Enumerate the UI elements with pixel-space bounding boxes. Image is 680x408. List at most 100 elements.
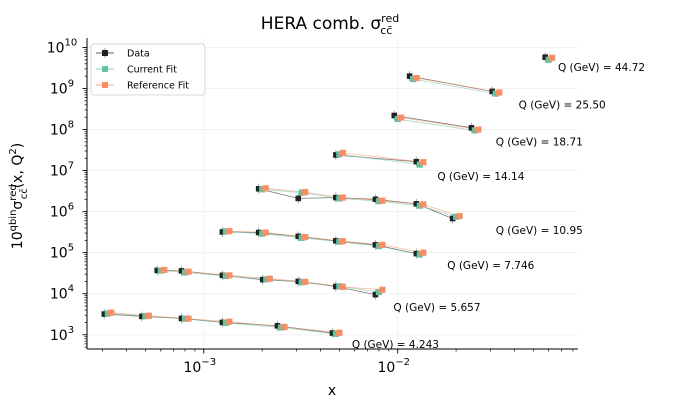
marker-reference [420,249,427,256]
marker-data [295,278,302,285]
marker-current [222,228,229,235]
y-tick-label: 1010 [47,37,78,56]
marker-reference [549,54,556,61]
chart-title: HERA comb. σred cc̄ [261,12,399,37]
marker-current [471,127,479,134]
marker-reference [339,238,346,245]
marker-data [333,237,339,244]
series-line-data [222,231,417,254]
plot-area: Q (GeV) = 4.243 Q (GeV) = 5.657 Q (GeV) = … [87,38,645,351]
marker-data [468,125,475,131]
marker-reference [281,323,288,331]
marker-reference [420,159,427,166]
marker-current [545,56,552,63]
marker-current [416,161,423,168]
marker-data [154,267,161,274]
marker-reference [420,201,427,208]
grid [87,38,578,349]
marker-reference [185,315,192,322]
marker-data [295,233,302,240]
marker-current [259,186,266,193]
marker-data [178,315,185,322]
marker-current [298,189,305,196]
series-line-data [394,115,472,129]
y-ticks: 103 104 105 106 107 108 109 1010 [47,37,87,348]
legend-marker-2 [102,82,108,88]
legend-frame [90,43,206,96]
marker-data [178,268,185,274]
legend-marker-1 [102,66,108,72]
series-line-reference [342,152,424,163]
marker-reference [185,268,192,275]
marker-data [255,229,262,236]
marker-current [453,213,460,220]
marker-current [336,151,343,158]
series-line-current [339,153,420,165]
y-tick-label: 108 [50,120,74,139]
marker-reference [302,188,309,196]
marker-reference [262,185,269,192]
bin-label: Q (GeV) = 14.14 [437,171,524,183]
series-line-data [104,313,333,334]
marker-current [375,198,383,205]
series-lines [104,75,500,335]
marker-data [259,276,266,283]
legend-marker-0 [102,50,108,56]
bin-label: Q (GeV) = 18.71 [496,137,583,149]
x-tick-label: 10−3 [183,357,216,376]
marker-reference [398,114,405,121]
marker-reference [145,312,152,319]
marker-current [222,319,229,326]
marker-data [542,54,548,60]
marker-current [104,310,111,317]
series-line-reference [265,187,460,217]
marker-reference [379,197,386,204]
marker-data [255,186,262,192]
marker-reference [108,309,115,316]
marker-current [157,267,164,274]
marker-reference [226,228,233,235]
y-axis-label: 10qbinσredcc̄(x, Q2) [8,143,30,249]
marker-data [406,73,413,79]
marker-data [219,319,226,326]
marker-reference [302,233,309,241]
marker-data [333,152,339,158]
marker-current [142,312,149,320]
marker-reference [413,74,420,82]
marker-data [139,313,145,320]
marker-current [181,269,189,276]
legend-label-0: Data [127,49,150,60]
marker-data [101,311,108,317]
marker-reference [226,318,233,325]
bin-label: Q (GeV) = 7.746 [447,260,534,272]
series-line-reference [401,117,479,130]
series-line-reference [416,77,500,93]
legend-label-2: Reference Fit [127,81,189,92]
series-line-current [225,231,420,255]
marker-reference [339,194,346,201]
marker-reference [339,149,346,156]
marker-current [409,75,417,83]
marker-data [219,229,226,235]
x-ticks: 10−3 10−2 [102,349,574,376]
series-line-data [335,154,417,163]
marker-current [375,242,383,250]
bin-label: Q (GeV) = 4.243 [352,339,439,351]
marker-current [298,279,305,286]
bin-label: Q (GeV) = 44.72 [558,62,645,74]
marker-data [274,323,281,329]
series-line-current [413,78,496,94]
marker-reference [302,278,309,285]
y-tick-label: 109 [50,79,74,98]
marker-current [416,251,423,258]
marker-data [333,194,339,201]
marker-current [181,315,189,322]
marker-current [492,90,499,97]
bin-annotations: Q (GeV) = 4.243 Q (GeV) = 5.657 Q (GeV) = … [352,62,645,351]
marker-current [336,283,343,290]
y-tick-label: 107 [50,161,74,180]
marker-current [416,202,423,209]
marker-current [336,238,343,245]
marker-current [222,272,229,280]
